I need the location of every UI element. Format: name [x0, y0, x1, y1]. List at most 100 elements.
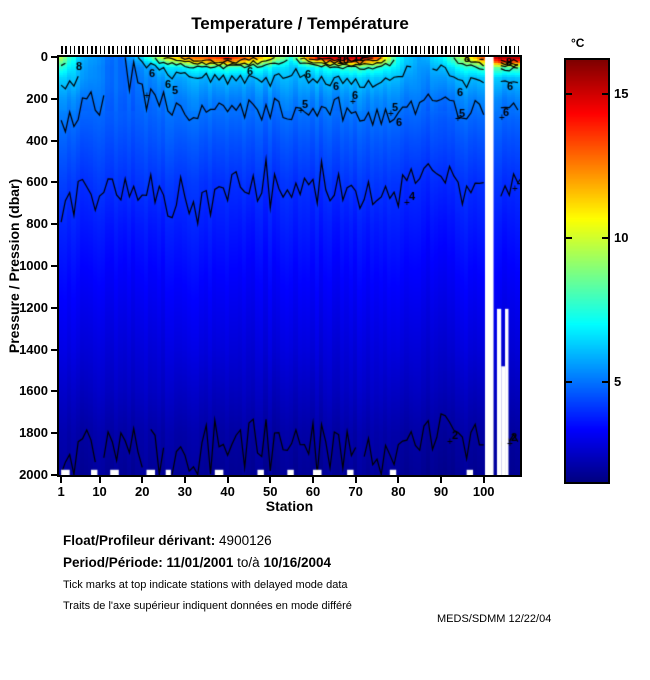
y-tick-mark	[51, 56, 57, 58]
delayed-mode-tick	[86, 46, 89, 54]
delayed-mode-tick	[129, 46, 131, 54]
x-tick-mark	[183, 477, 186, 483]
x-tick-label: 70	[348, 484, 363, 499]
y-tick-label: 400	[26, 132, 48, 148]
delayed-mode-tick	[509, 46, 511, 54]
delayed-mode-tick	[368, 46, 370, 54]
x-tick-mark	[141, 477, 144, 483]
delayed-mode-tick	[283, 46, 285, 54]
delayed-mode-tick	[385, 46, 388, 54]
y-tick-label: 1600	[19, 383, 48, 399]
delayed-mode-tick	[453, 46, 456, 54]
delayed-mode-tick	[125, 46, 127, 54]
float-id-line: Float/Profileur dérivant: 4900126	[63, 533, 272, 548]
y-tick-label: 1400	[19, 341, 48, 357]
colorbar-unit-label: °C	[571, 36, 585, 50]
delayed-mode-tick	[342, 46, 345, 54]
delayed-mode-tick	[146, 46, 148, 54]
x-tick-label: 80	[391, 484, 406, 499]
delayed-mode-tick	[210, 46, 213, 54]
delayed-mode-tick	[470, 46, 473, 54]
delayed-mode-tick	[257, 46, 259, 54]
delayed-mode-tick	[116, 46, 119, 54]
delayed-mode-tick	[172, 46, 174, 54]
y-tick-label: 800	[26, 216, 48, 232]
delayed-mode-tick	[398, 46, 400, 54]
delayed-mode-tick	[231, 46, 234, 54]
x-tick-label: 100	[472, 484, 495, 499]
delayed-mode-tick	[61, 46, 63, 54]
x-tick-label: 20	[135, 484, 150, 499]
delayed-mode-tick	[419, 46, 422, 54]
delayed-mode-tick	[325, 46, 328, 54]
delayed-mode-tick	[189, 46, 191, 54]
y-tick-mark	[51, 432, 57, 435]
delayed-mode-tick	[359, 46, 362, 54]
y-tick-label: 1200	[19, 299, 48, 315]
delayed-mode-tick	[351, 46, 353, 54]
delayed-mode-tick	[184, 46, 187, 54]
delayed-mode-tick	[355, 46, 358, 54]
delayed-mode-tick	[142, 46, 144, 54]
delayed-mode-tick	[300, 46, 302, 54]
colorbar-tick-mark	[602, 93, 608, 96]
y-tick-label: 1000	[19, 258, 48, 273]
delayed-mode-tick	[338, 46, 341, 54]
delayed-mode-tick	[163, 46, 166, 54]
delayed-mode-tick	[73, 46, 76, 54]
x-tick-mark	[269, 477, 272, 483]
delayed-mode-tick	[133, 46, 136, 54]
delayed-mode-tick	[483, 46, 486, 54]
delayed-mode-tick	[445, 46, 447, 54]
delayed-mode-tick	[248, 46, 251, 54]
period-end-date: 10/16/2004	[263, 555, 332, 570]
y-tick-label: 2000	[19, 467, 48, 482]
delayed-mode-tick	[206, 46, 208, 54]
delayed-mode-tick	[159, 46, 161, 54]
delayed-mode-tick	[334, 46, 336, 54]
x-tick-label: 10	[92, 484, 107, 499]
y-tick-mark	[51, 139, 57, 142]
delayed-mode-tick	[155, 46, 157, 54]
delayed-mode-tick	[479, 46, 481, 54]
x-tick-label: 1	[57, 484, 65, 499]
delayed-mode-tick	[180, 46, 183, 54]
delayed-mode-tick	[95, 46, 97, 54]
float-id-label: Float/Profileur dérivant:	[63, 533, 216, 548]
colorbar-tick-mark	[566, 236, 572, 239]
delayed-mode-tick	[432, 46, 434, 54]
delayed-mode-tick	[120, 46, 123, 54]
delayed-mode-tick	[176, 46, 178, 54]
delayed-mode-tick	[394, 46, 396, 54]
delayed-mode-tick	[219, 46, 221, 54]
delayed-mode-tick	[487, 46, 490, 54]
x-tick-mark	[482, 477, 485, 483]
delayed-mode-tick	[517, 46, 520, 54]
delayed-mode-tick	[65, 46, 67, 54]
period-line: Period/Période: 11/01/2001 to/à 10/16/20…	[63, 555, 331, 570]
delayed-mode-tick	[381, 46, 383, 54]
delayed-mode-tick	[312, 46, 315, 54]
delayed-mode-tick	[274, 46, 277, 54]
chart-title: Temperature / Température	[191, 14, 409, 33]
delayed-mode-tick	[347, 46, 349, 54]
delayed-mode-tick	[244, 46, 247, 54]
delayed-mode-tick	[167, 46, 170, 54]
x-tick-mark	[311, 477, 314, 483]
note-english: Tick marks at top indicate stations with…	[63, 579, 348, 591]
delayed-mode-tick	[389, 46, 392, 54]
delayed-mode-tick	[99, 46, 102, 54]
colorbar-canvas	[566, 60, 608, 482]
delayed-mode-tick	[449, 46, 452, 54]
note-french: Traits de l'axe supérieur indiquent donn…	[63, 600, 352, 612]
period-separator: to/à	[237, 555, 260, 570]
x-axis-label: Station	[265, 498, 314, 514]
y-tick-mark	[51, 474, 57, 476]
x-tick-label: 40	[220, 484, 235, 499]
delayed-mode-tick	[475, 46, 477, 54]
x-tick-mark	[397, 477, 400, 483]
y-tick-mark	[51, 348, 57, 351]
delayed-mode-tick	[372, 46, 375, 54]
y-tick-mark	[51, 306, 57, 309]
